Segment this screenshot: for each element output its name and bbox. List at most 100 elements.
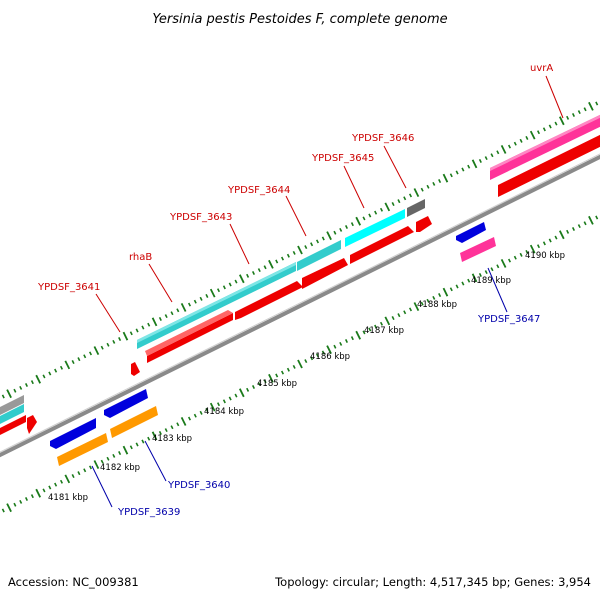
minor-tick	[554, 121, 558, 126]
minor-tick	[583, 107, 587, 112]
minor-tick	[158, 316, 162, 321]
minor-tick	[467, 164, 471, 169]
major-tick	[500, 145, 507, 154]
minor-tick	[403, 196, 407, 201]
minor-tick	[379, 207, 384, 212]
minor-tick	[478, 272, 482, 277]
minor-tick	[54, 482, 58, 487]
scale-tick-label: 4187 kbp	[364, 326, 404, 336]
minor-tick	[251, 271, 256, 275]
label-leader	[285, 195, 307, 237]
minor-tick	[310, 242, 314, 247]
minor-tick	[42, 488, 46, 493]
minor-tick	[187, 302, 192, 307]
major-tick	[471, 273, 478, 283]
major-tick	[384, 202, 391, 212]
minor-tick	[391, 202, 395, 207]
cds-arrow	[235, 281, 303, 320]
minor-tick	[234, 393, 238, 398]
gene-label: YPDSF_3639	[117, 507, 180, 518]
minor-tick	[432, 295, 436, 300]
major-tick	[268, 373, 274, 383]
major-tick	[64, 474, 71, 484]
scale-tick-label: 4188 kbp	[417, 300, 457, 310]
minor-tick	[408, 193, 413, 198]
minor-tick	[525, 249, 529, 254]
genome-summary-text: Topology: circular; Length: 4,517,345 bp…	[274, 575, 591, 589]
major-tick	[122, 445, 129, 455]
gene-bar	[0, 404, 24, 424]
major-tick	[442, 287, 449, 297]
minor-tick	[141, 439, 145, 444]
minor-tick	[536, 244, 541, 249]
minor-tick	[374, 324, 378, 329]
minor-tick	[118, 451, 122, 456]
gene-label: YPDSF_3640	[167, 480, 230, 491]
minor-tick	[257, 382, 261, 387]
minor-tick	[397, 199, 401, 204]
major-tick	[6, 503, 12, 513]
inner-tick-track	[1, 215, 599, 513]
minor-tick	[513, 255, 517, 260]
minor-tick	[344, 339, 349, 343]
minor-tick	[397, 313, 401, 318]
minor-tick	[216, 402, 221, 407]
minor-tick	[129, 331, 133, 336]
scale-tick-label: 4182 kbp	[100, 463, 140, 473]
minor-tick	[484, 270, 488, 275]
minor-tick	[286, 253, 290, 258]
minor-tick	[275, 259, 279, 264]
minor-tick	[548, 238, 552, 243]
outer-tick-track	[1, 101, 599, 399]
minor-tick	[519, 252, 523, 257]
minor-tick	[280, 370, 285, 375]
scale-tick-label: 4190 kbp	[525, 251, 565, 261]
minor-tick	[368, 213, 372, 218]
minor-tick	[321, 236, 325, 241]
minor-tick	[362, 216, 366, 221]
major-tick	[529, 244, 536, 254]
major-tick	[93, 460, 100, 469]
minor-tick	[100, 459, 104, 464]
minor-tick	[83, 468, 87, 473]
major-tick	[529, 130, 536, 140]
minor-tick	[595, 215, 599, 220]
label-leader	[91, 465, 113, 508]
genome-backbone	[0, 154, 600, 458]
major-tick	[326, 345, 332, 355]
minor-tick	[455, 284, 459, 289]
minor-tick	[135, 442, 139, 447]
minor-tick	[310, 356, 314, 361]
minor-tick	[118, 337, 122, 342]
gene-label: YPDSF_3645	[311, 153, 374, 164]
minor-tick	[1, 394, 5, 399]
minor-tick	[83, 354, 87, 359]
major-tick	[238, 274, 245, 284]
gene-label: YPDSF_3644	[227, 185, 290, 196]
label-leader	[343, 165, 365, 209]
minor-tick	[275, 373, 279, 378]
minor-tick	[164, 314, 168, 319]
minor-tick	[304, 359, 308, 364]
forward-gene-labels: YPDSF_3641 rhaB YPDSF_3643 YPDSF_3644 YP…	[37, 63, 564, 333]
minor-tick	[30, 380, 34, 385]
minor-tick	[199, 296, 203, 301]
major-tick	[588, 215, 594, 225]
minor-tick	[59, 479, 64, 484]
minor-tick	[129, 445, 133, 450]
cds-arrow	[350, 226, 414, 264]
minor-tick	[315, 353, 320, 358]
minor-tick	[420, 301, 424, 306]
cds-arrow-reverse	[104, 389, 148, 418]
minor-tick	[449, 287, 453, 292]
major-tick	[297, 359, 303, 369]
gene-label: rhaB	[129, 252, 152, 263]
gene-bar	[297, 240, 341, 271]
label-leader	[229, 223, 250, 265]
major-tick	[558, 116, 565, 126]
cds-arrow-reverse	[456, 222, 486, 243]
minor-tick	[24, 497, 29, 501]
minor-tick	[216, 288, 221, 293]
minor-tick	[106, 342, 110, 347]
